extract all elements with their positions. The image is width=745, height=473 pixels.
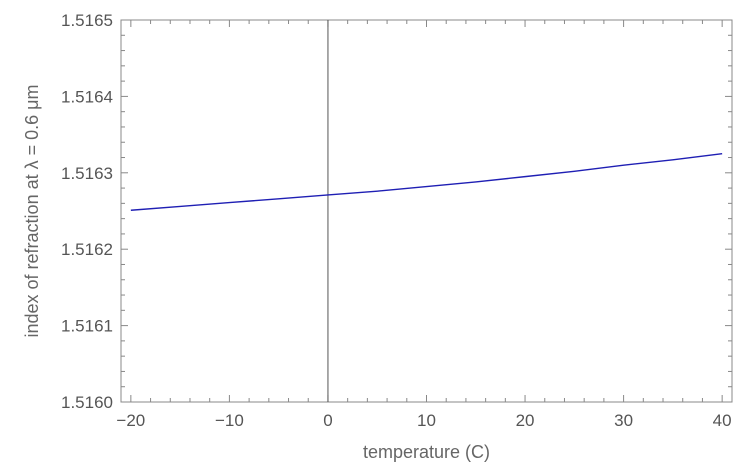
y-axis-title: index of refraction at λ = 0.6 μm bbox=[22, 85, 42, 338]
x-tick-label: 20 bbox=[516, 411, 535, 430]
x-tick-label: 10 bbox=[417, 411, 436, 430]
x-axis-title: temperature (C) bbox=[363, 442, 490, 462]
series-line bbox=[130, 153, 723, 211]
y-axis-ticks: 1.5160 1.5161 1.5162 1.5163 1.5164 1.5165 bbox=[61, 11, 732, 412]
x-tick-label: 30 bbox=[614, 411, 633, 430]
y-tick-label: 1.5165 bbox=[61, 11, 113, 30]
series-group bbox=[130, 153, 723, 211]
x-tick-label: −10 bbox=[215, 411, 244, 430]
y-tick-label: 1.5161 bbox=[61, 317, 113, 336]
y-tick-label: 1.5160 bbox=[61, 393, 113, 412]
y-tick-label: 1.5163 bbox=[61, 164, 113, 183]
x-tick-label: 40 bbox=[713, 411, 732, 430]
plot-frame bbox=[120, 19, 733, 403]
x-tick-label: −20 bbox=[116, 411, 145, 430]
x-axis-ticks: −20 −10 0 10 20 30 40 bbox=[116, 20, 732, 430]
y-tick-label: 1.5162 bbox=[61, 240, 113, 259]
y-tick-label: 1.5164 bbox=[61, 87, 113, 106]
x-tick-label: 0 bbox=[323, 411, 332, 430]
